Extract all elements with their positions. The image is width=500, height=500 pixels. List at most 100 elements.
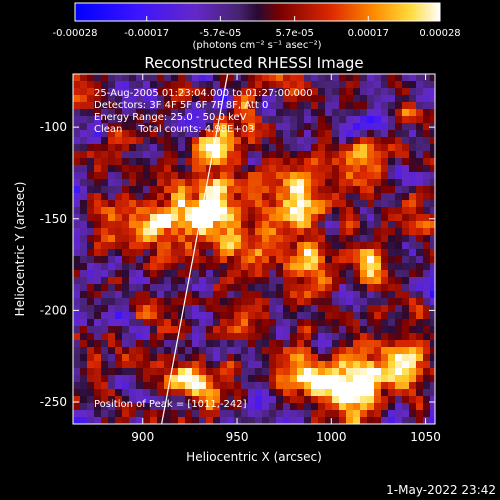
heatmap-cell [241, 200, 249, 208]
heatmap-cell [290, 151, 298, 159]
heatmap-cell [381, 179, 389, 187]
heatmap-cell [213, 354, 221, 362]
heatmap-cell [248, 137, 256, 145]
heatmap-cell [178, 389, 186, 397]
heatmap-cell [101, 354, 109, 362]
heatmap-cell [255, 347, 263, 355]
heatmap-cell [178, 326, 186, 334]
heatmap-cell [241, 228, 249, 236]
heatmap-cell [430, 186, 435, 194]
heatmap-cell [143, 256, 151, 264]
heatmap-cell [255, 95, 263, 103]
heatmap-cell [206, 263, 214, 271]
heatmap-cell [87, 354, 95, 362]
heatmap-cell [136, 214, 144, 222]
heatmap-cell [423, 403, 431, 411]
heatmap-cell [164, 137, 172, 145]
heatmap-cell [185, 74, 193, 82]
heatmap-cell [136, 298, 144, 306]
heatmap-cell [339, 375, 347, 383]
heatmap-cell [192, 172, 200, 180]
heatmap-cell [241, 116, 249, 124]
heatmap-cell [409, 368, 417, 376]
heatmap-cell [353, 263, 361, 271]
heatmap-cell [171, 221, 179, 229]
heatmap-cell [311, 305, 319, 313]
heatmap-cell [430, 319, 435, 327]
heatmap-cell [206, 382, 214, 390]
heatmap-cell [360, 207, 368, 215]
heatmap-cell [227, 333, 235, 341]
heatmap-cell [374, 165, 382, 173]
heatmap-cell [122, 116, 130, 124]
heatmap-cell [311, 375, 319, 383]
heatmap-cell [430, 235, 435, 243]
heatmap-cell [136, 256, 144, 264]
heatmap-cell [374, 214, 382, 222]
heatmap-cell [206, 354, 214, 362]
heatmap-cell [332, 368, 340, 376]
heatmap-cell [297, 312, 305, 320]
heatmap-cell [150, 361, 158, 369]
heatmap-cell [164, 277, 172, 285]
heatmap-cell [80, 333, 88, 341]
heatmap-cell [304, 403, 312, 411]
heatmap-cell [129, 221, 137, 229]
heatmap-cell [108, 375, 116, 383]
heatmap-cell [311, 221, 319, 229]
heatmap-cell [234, 340, 242, 348]
heatmap-cell [227, 109, 235, 117]
heatmap-cell [332, 291, 340, 299]
heatmap-cell [402, 109, 410, 117]
heatmap-cell [269, 179, 277, 187]
heatmap-cell [367, 312, 375, 320]
heatmap-cell [178, 137, 186, 145]
heatmap-cell [80, 74, 88, 82]
heatmap-cell [423, 319, 431, 327]
heatmap-cell [220, 396, 228, 404]
heatmap-cell [290, 116, 298, 124]
heatmap-cell [73, 158, 81, 166]
heatmap-cell [185, 242, 193, 250]
heatmap-cell [311, 81, 319, 89]
heatmap-cell [423, 165, 431, 173]
heatmap-cell [262, 298, 270, 306]
heatmap-cell [423, 249, 431, 257]
heatmap-cell [80, 347, 88, 355]
heatmap-cell [430, 81, 435, 89]
heatmap-cell [171, 137, 179, 145]
heatmap-cell [311, 389, 319, 397]
heatmap-cell [150, 368, 158, 376]
heatmap-cell [402, 186, 410, 194]
heatmap-cell [339, 270, 347, 278]
heatmap-cell [143, 319, 151, 327]
heatmap-cell [388, 305, 396, 313]
heatmap-cell [248, 151, 256, 159]
heatmap-cell [150, 144, 158, 152]
heatmap-cell [157, 326, 165, 334]
heatmap-cell [248, 158, 256, 166]
heatmap-cell [283, 291, 291, 299]
heatmap-cell [353, 228, 361, 236]
heatmap-cell [388, 340, 396, 348]
heatmap-cell [290, 326, 298, 334]
heatmap-cell [430, 193, 435, 201]
heatmap-cell [332, 172, 340, 180]
heatmap-cell [283, 368, 291, 376]
heatmap-cell [318, 333, 326, 341]
heatmap-cell [318, 263, 326, 271]
heatmap-cell [80, 221, 88, 229]
heatmap-cell [192, 81, 200, 89]
heatmap-cell [255, 396, 263, 404]
heatmap-cell [108, 410, 116, 418]
heatmap-cell [122, 137, 130, 145]
heatmap-cell [248, 249, 256, 257]
heatmap-cell [101, 74, 109, 82]
heatmap-cell [311, 417, 319, 424]
heatmap-cell [220, 116, 228, 124]
heatmap-cell [143, 277, 151, 285]
heatmap-cell [115, 137, 123, 145]
heatmap-cell [374, 123, 382, 131]
heatmap-cell [206, 256, 214, 264]
heatmap-cell [353, 256, 361, 264]
